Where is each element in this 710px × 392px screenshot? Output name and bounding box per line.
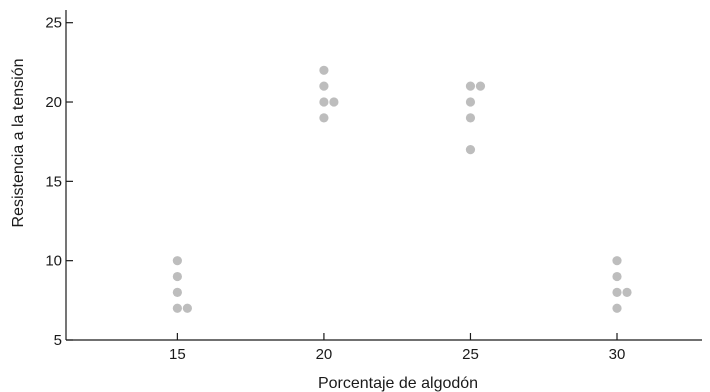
data-point [329,97,339,107]
data-point [612,287,622,298]
data-points [172,65,632,313]
x-ticks: 15 20 25 30 [169,333,625,363]
data-point [622,287,632,298]
x-tick-label: 20 [316,346,333,363]
axes [65,10,702,341]
x-tick-label: 30 [609,346,626,363]
y-axis-label: Resistencia a la tensión [10,59,27,228]
data-point [319,97,329,107]
data-point [465,145,476,155]
x-tick-label: 25 [462,346,479,363]
data-point [612,271,622,282]
data-point [172,256,182,266]
data-point [319,113,329,123]
y-ticks: 5 10 15 20 25 [45,15,73,349]
data-point [475,81,486,91]
data-point [465,113,476,123]
data-point [172,303,182,313]
y-tick-label: 20 [45,94,62,111]
y-tick-label: 5 [54,332,62,349]
data-point [182,303,192,313]
data-point [612,256,622,266]
data-point [319,65,329,75]
y-tick-label: 25 [45,15,62,32]
x-axis-label: Porcentaje de algodón [318,375,478,392]
data-point [612,303,622,313]
data-point [465,97,476,107]
y-tick-label: 15 [45,173,62,190]
x-tick-label: 15 [169,346,186,363]
data-point [172,287,182,298]
data-point [465,81,476,91]
y-tick-label: 10 [45,253,62,270]
data-point [319,81,329,91]
data-point [172,271,182,282]
